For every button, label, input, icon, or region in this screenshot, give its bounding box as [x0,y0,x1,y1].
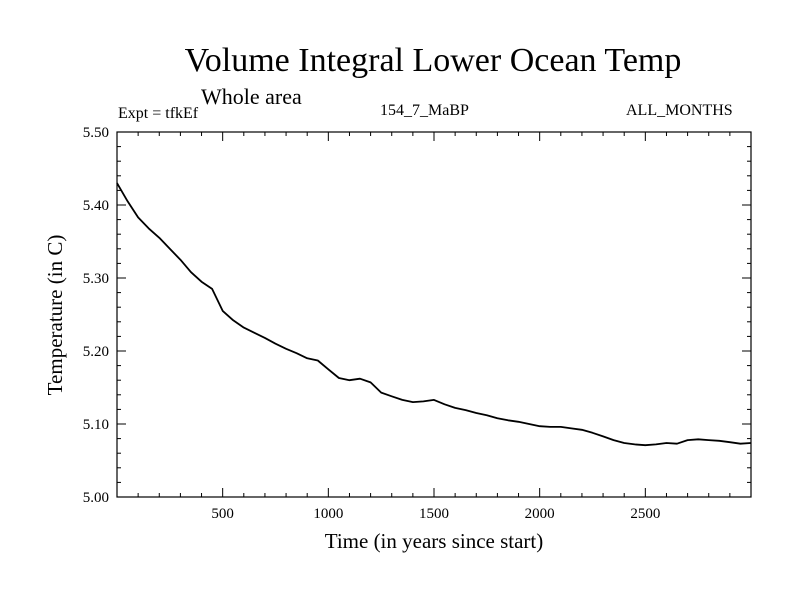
chart-subtitle: Whole area [201,84,302,109]
period-label: 154_7_MaBP [380,102,469,119]
chart-title: Volume Integral Lower Ocean Temp [184,42,682,79]
x-tick-label: 1000 [313,506,343,522]
y-tick-label: 5.00 [83,490,109,506]
series-group [116,182,752,447]
y-tick-label: 5.20 [83,344,109,360]
x-tick-label: 500 [211,506,234,522]
months-label: ALL_MONTHS [626,102,733,119]
y-tick-label: 5.40 [83,198,109,214]
experiment-label: Expt = tfkEf [118,105,199,122]
y-tick-label: 5.30 [83,271,109,287]
x-axis-ticks: 500 1000 1500 2000 2500 [137,132,731,522]
series-line [116,182,752,447]
y-axis-label: Temperature (in C) [43,235,67,396]
y-tick-label: 5.10 [83,417,109,433]
x-tick-label: 2500 [630,506,660,522]
y-axis-ticks: 5.00 5.10 5.20 5.30 5.40 5.50 [83,125,751,506]
plot-frame [116,131,752,498]
x-tick-label: 1500 [419,506,449,522]
y-tick-label: 5.50 [83,125,109,141]
x-tick-label: 2000 [525,506,555,522]
x-axis-label: Time (in years since start) [325,529,544,553]
